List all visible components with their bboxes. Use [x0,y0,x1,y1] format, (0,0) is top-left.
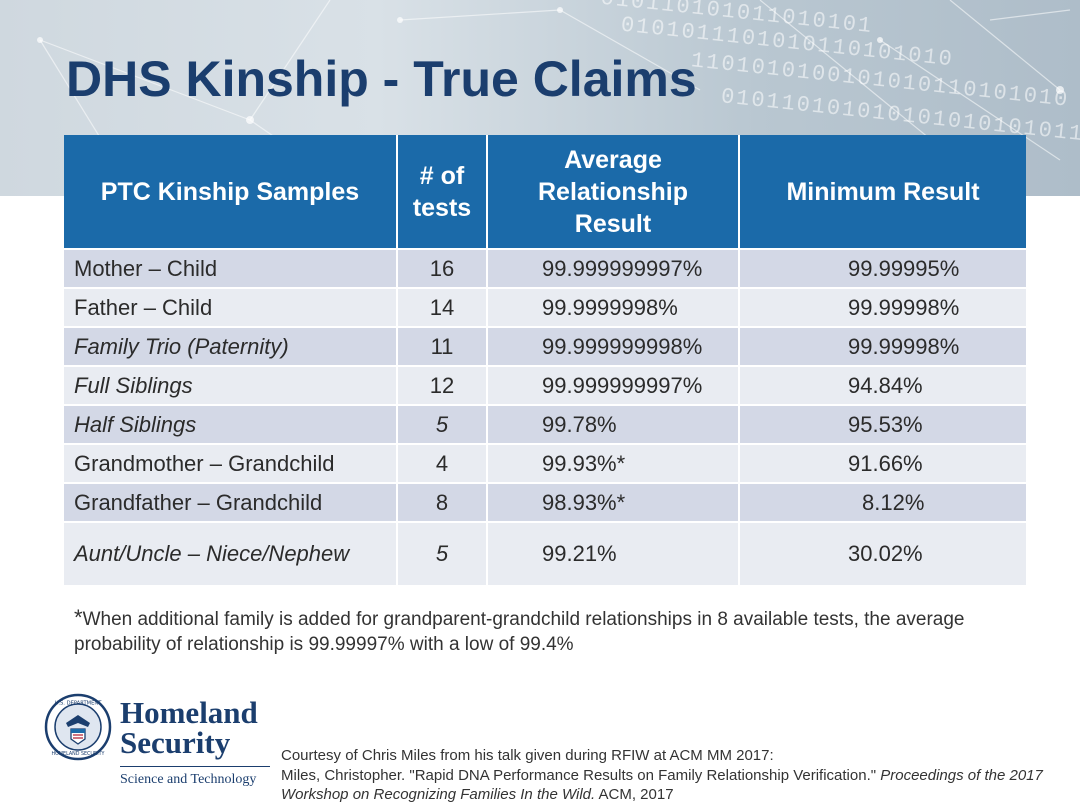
minimum-cell: 30.02% [739,521,1026,585]
table-row: Mother – Child 16 99.999999997% 99.99995… [64,248,1026,288]
header-minimum: Minimum Result [739,135,1026,249]
sample-cell: Aunt/Uncle – Niece/Nephew [64,521,398,585]
dhs-seal-icon: U.S. DEPARTMENT HOMELAND SECURITY [44,693,112,761]
table-row: Half Siblings 5 99.78% 95.53% [64,404,1026,444]
tests-cell: 11 [397,326,488,366]
credit-citation: Miles, Christopher. "Rapid DNA Performan… [281,766,1043,804]
minimum-cell: 8.12% [739,482,1026,522]
svg-text:U.S. DEPARTMENT: U.S. DEPARTMENT [55,701,103,707]
average-cell: 99.78% [487,404,740,444]
table-header-row: PTC Kinship Samples # of tests Average R… [64,135,1026,249]
average-cell: 99.999999997% [487,365,740,405]
page-title: DHS Kinship - True Claims [66,51,697,107]
average-cell: 99.999999998% [487,326,740,366]
footnote: *When additional family is added for gra… [74,603,1014,657]
tests-cell: 5 [397,521,488,585]
sample-cell: Father – Child [64,287,398,327]
tests-cell: 4 [397,443,488,483]
header-samples: PTC Kinship Samples [64,135,398,249]
kinship-table: PTC Kinship Samples # of tests Average R… [64,135,1026,585]
tests-cell: 8 [397,482,488,522]
tests-cell: 5 [397,404,488,444]
credit-line-1: Courtesy of Chris Miles from his talk gi… [281,747,774,764]
minimum-cell: 99.99998% [739,287,1026,327]
brand-divider [120,766,270,767]
table-row: Grandmother – Grandchild 4 99.93%* 91.66… [64,443,1026,483]
table-row: Full Siblings 12 99.999999997% 94.84% [64,365,1026,405]
table-row: Grandfather – Grandchild 8 98.93%* 8.12% [64,482,1026,522]
average-cell: 99.93%* [487,443,740,483]
average-cell: 99.9999998% [487,287,740,327]
tests-cell: 16 [397,248,488,288]
tests-cell: 14 [397,287,488,327]
sample-cell: Grandfather – Grandchild [64,482,398,522]
sample-cell: Mother – Child [64,248,398,288]
minimum-cell: 99.99998% [739,326,1026,366]
minimum-cell: 91.66% [739,443,1026,483]
header-average: Average Relationship Result [487,135,740,249]
brand-subtitle: Science and Technology [120,772,257,787]
sample-cell: Grandmother – Grandchild [64,443,398,483]
table-row: Family Trio (Paternity) 11 99.999999998%… [64,326,1026,366]
minimum-cell: 95.53% [739,404,1026,444]
table-row: Aunt/Uncle – Niece/Nephew 5 99.21% 30.02… [64,521,1026,585]
sample-cell: Half Siblings [64,404,398,444]
footnote-text: When additional family is added for gran… [74,609,965,656]
brand-name: Homeland Security [120,695,258,761]
minimum-cell: 94.84% [739,365,1026,405]
average-cell: 99.21% [487,521,740,585]
minimum-cell: 99.99995% [739,248,1026,288]
credit-text: Courtesy of Chris Miles from his talk gi… [281,746,1071,805]
table-row: Father – Child 14 99.9999998% 99.99998% [64,287,1026,327]
sample-cell: Full Siblings [64,365,398,405]
svg-text:HOMELAND SECURITY: HOMELAND SECURITY [52,751,105,757]
average-cell: 98.93%* [487,482,740,522]
header-tests: # of tests [397,135,488,249]
sample-cell: Family Trio (Paternity) [64,326,398,366]
tests-cell: 12 [397,365,488,405]
average-cell: 99.999999997% [487,248,740,288]
footnote-asterisk: * [74,605,83,630]
